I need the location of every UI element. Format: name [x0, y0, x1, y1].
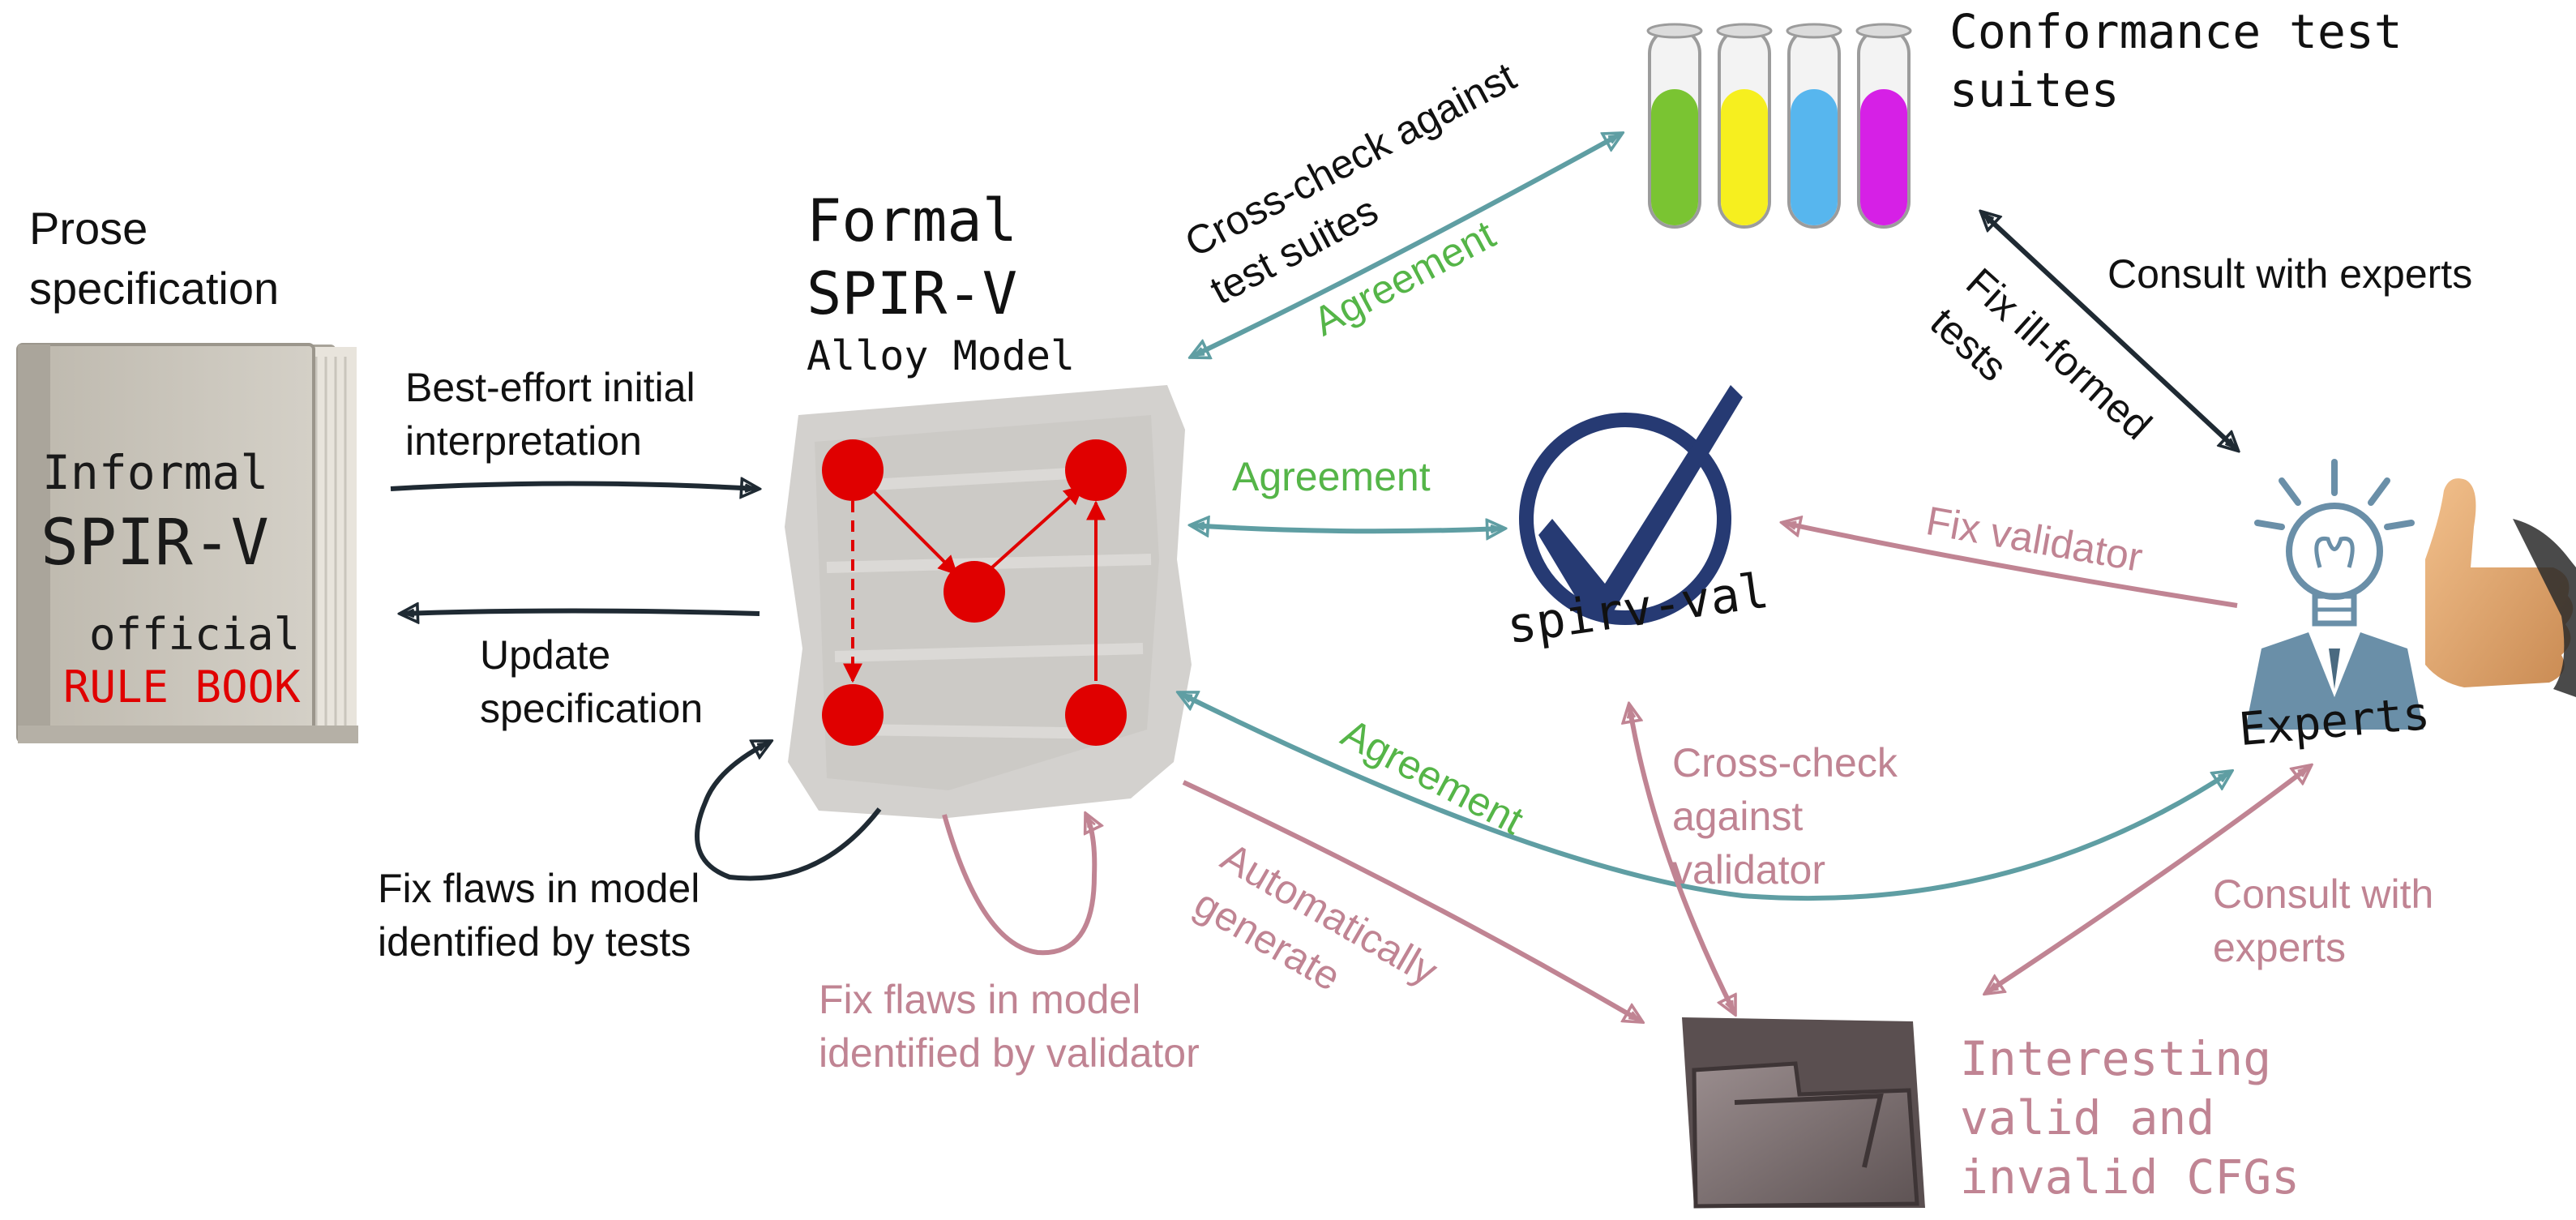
graph-node	[1065, 439, 1127, 501]
label-cross-check-validator: Cross-check against validator	[1672, 736, 1898, 897]
graph-node	[944, 561, 1005, 623]
label-best-effort: Best-effort initial interpretation	[405, 361, 695, 468]
label-update-spec: Update specification	[480, 628, 703, 735]
folder-icon	[1682, 1017, 1925, 1208]
formal-title-line2: SPIR-V	[807, 259, 1017, 327]
book-spirv: SPIR-V	[41, 507, 269, 580]
test-tubes-icon	[1648, 24, 1911, 227]
test-tube-green	[1648, 24, 1701, 227]
arrow-fix-model-validator	[944, 815, 1094, 952]
test-tube-yellow	[1718, 24, 1771, 227]
prose-spec-title: Prose specification	[29, 199, 279, 319]
arrow-best-effort	[391, 484, 758, 490]
conformance-title: Conformance test suites	[1949, 2, 2403, 119]
arrow-update-spec	[401, 611, 760, 614]
formal-title-line1: Formal	[807, 186, 1017, 255]
book-rule-book: RULE BOOK	[63, 661, 301, 714]
graph-node	[1065, 684, 1127, 746]
test-tube-magenta	[1857, 24, 1911, 227]
book-official: official	[89, 608, 300, 661]
label-fix-model-validator: Fix flaws in model identified by validat…	[819, 973, 1200, 1080]
graph-node	[822, 439, 884, 501]
label-consult-experts-top: Consult with experts	[2107, 247, 2472, 301]
arrow-agreement-validator	[1192, 525, 1504, 531]
graph-node	[822, 684, 884, 746]
thumbs-up-icon	[2425, 478, 2576, 697]
label-fix-model-tests: Fix flaws in model identified by tests	[378, 862, 700, 969]
label-agreement-validator: Agreement	[1232, 450, 1431, 503]
book-informal: Informal	[42, 444, 268, 501]
test-tube-blue	[1787, 24, 1841, 227]
formal-subtitle: Alloy Model	[807, 331, 1075, 381]
cfgs-label: Interesting valid and invalid CFGs	[1960, 1030, 2300, 1207]
label-consult-experts-bottom: Consult with experts	[2213, 867, 2433, 974]
